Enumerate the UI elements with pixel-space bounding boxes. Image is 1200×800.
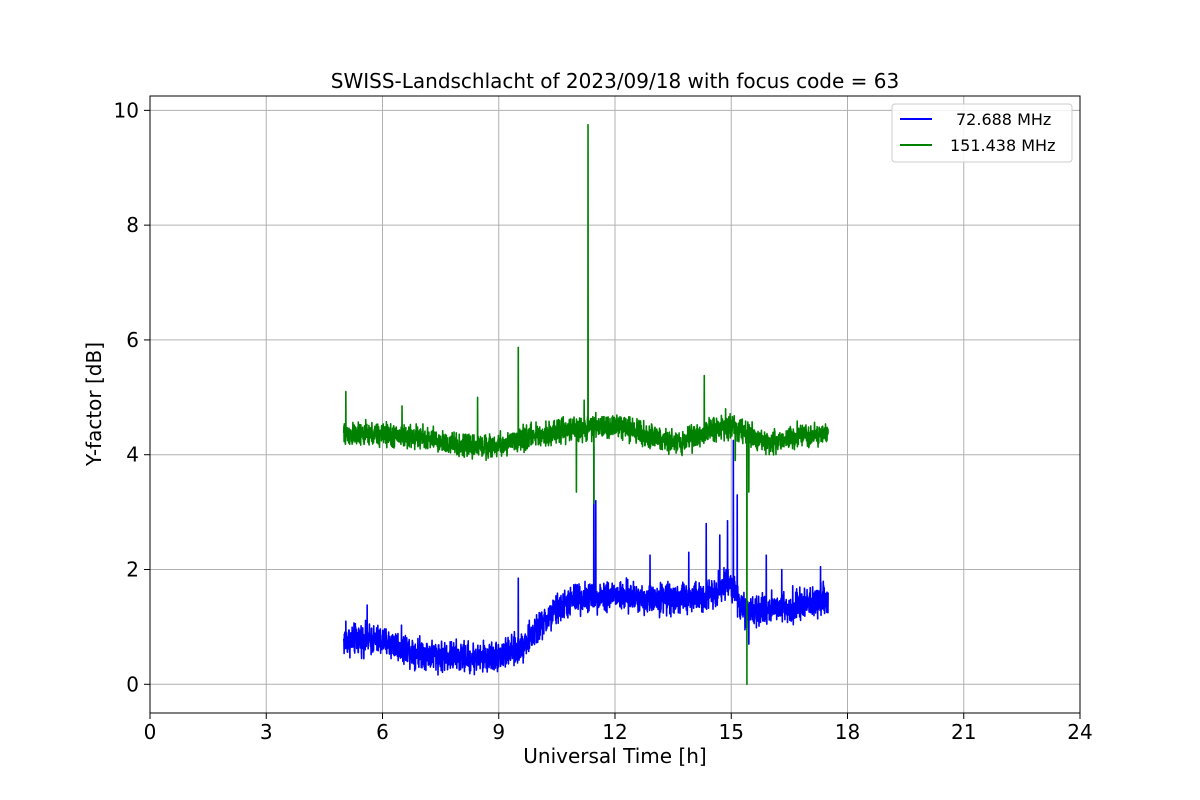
y-tick-label: 0 <box>126 672 139 696</box>
x-tick-label: 21 <box>951 720 976 744</box>
legend-label-151-438-mhz: 151.438 MHz <box>950 136 1055 155</box>
x-tick-label: 15 <box>719 720 744 744</box>
x-axis-title: Universal Time [h] <box>523 744 706 768</box>
legend: 72.688 MHz 151.438 MHz <box>891 103 1073 163</box>
y-tick-label: 8 <box>126 213 139 237</box>
series-line-151-438-mhz <box>342 123 829 686</box>
x-tick-label: 3 <box>260 720 273 744</box>
x-tick-label: 12 <box>602 720 627 744</box>
y-axis-title: Y-factor [dB] <box>82 342 106 467</box>
series-lines <box>342 123 829 686</box>
legend-label-72-688-mhz: 72.688 MHz <box>956 110 1051 129</box>
x-tick-label: 0 <box>144 720 157 744</box>
legend-box <box>891 103 1073 163</box>
chart-title: SWISS-Landschlacht of 2023/09/18 with fo… <box>331 69 899 93</box>
y-tick-label: 2 <box>126 558 139 582</box>
y-tick-label: 10 <box>114 98 139 122</box>
x-tick-label: 18 <box>835 720 860 744</box>
series-line-72-688-mhz <box>342 439 829 676</box>
x-tick-label: 9 <box>492 720 505 744</box>
y-tick-label: 4 <box>126 443 139 467</box>
x-tick-label: 6 <box>376 720 389 744</box>
x-tick-label: 24 <box>1067 720 1092 744</box>
y-tick-label: 6 <box>126 328 139 352</box>
